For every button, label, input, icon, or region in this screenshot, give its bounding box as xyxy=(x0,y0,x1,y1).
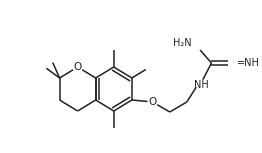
Text: H₂N: H₂N xyxy=(173,38,192,48)
Text: O: O xyxy=(149,97,157,107)
Text: NH: NH xyxy=(194,80,208,90)
Text: O: O xyxy=(74,62,82,72)
Text: =NH: =NH xyxy=(237,58,260,68)
